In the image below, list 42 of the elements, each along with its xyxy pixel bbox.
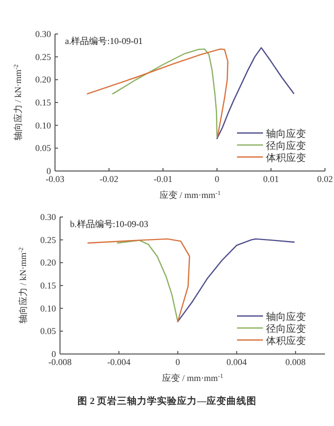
- line-series: [216, 47, 294, 140]
- legend-label: 径向应变: [266, 323, 306, 335]
- x-tick-label: 0: [214, 174, 220, 184]
- y-tick-label: 0.15: [35, 98, 52, 108]
- y-tick-label: 0.15: [40, 280, 56, 290]
- y-tick-label: 0: [46, 166, 52, 176]
- y-tick-label: 0.10: [40, 303, 56, 314]
- x-tick-label: -0.03: [46, 174, 65, 184]
- line-series: [86, 48, 228, 138]
- x-tick-label: 0.008: [285, 357, 306, 367]
- x-tick-label: 0.004: [226, 357, 248, 367]
- x-axis-title: 应变 / mm·mm$^{-1}$: [159, 190, 221, 200]
- x-tick-label: -0.004: [107, 357, 132, 367]
- x-tick-label: -0.01: [154, 174, 172, 184]
- line-series: [177, 238, 295, 322]
- x-axis-title: 应变 / mm·mm$^{-1}$: [162, 372, 224, 383]
- line-series: [87, 238, 190, 322]
- y-tick-label: 0.05: [40, 326, 56, 336]
- y-tick-label: 0.20: [35, 74, 52, 85]
- y-tick-label: 0.25: [35, 52, 52, 62]
- caption: 图 2 页岩三轴力学实验应力—应变曲线图: [78, 395, 256, 407]
- legend-label: 轴向应变: [266, 311, 306, 323]
- legend-label: 体积应变: [266, 152, 306, 164]
- x-tick-label: -0.02: [100, 174, 118, 184]
- x-tick-label: 0.02: [317, 174, 333, 184]
- x-tick-label: -0.008: [48, 357, 72, 367]
- y-tick-label: 0.05: [35, 143, 52, 154]
- y-tick-label: 0.30: [40, 212, 56, 222]
- x-tick-label: 0.01: [263, 174, 279, 184]
- legend-label: 轴向应变: [266, 128, 306, 140]
- y-tick-label: 0.25: [40, 234, 56, 245]
- y-tick-label: 0.10: [35, 120, 52, 130]
- legend-label: 体积应变: [266, 335, 306, 347]
- chart-title: a.样品编号:10-09-01: [65, 36, 143, 46]
- y-tick-label: 0.30: [35, 29, 52, 39]
- line-series: [116, 240, 178, 322]
- legend-label: 径向应变: [266, 140, 306, 152]
- line-series: [112, 48, 218, 138]
- x-tick-label: 0: [176, 357, 181, 367]
- chart-title: b.样品编号:10-09-03: [70, 219, 149, 229]
- y-tick-label: 0.20: [40, 258, 56, 268]
- y-tick-label: 0: [52, 349, 56, 359]
